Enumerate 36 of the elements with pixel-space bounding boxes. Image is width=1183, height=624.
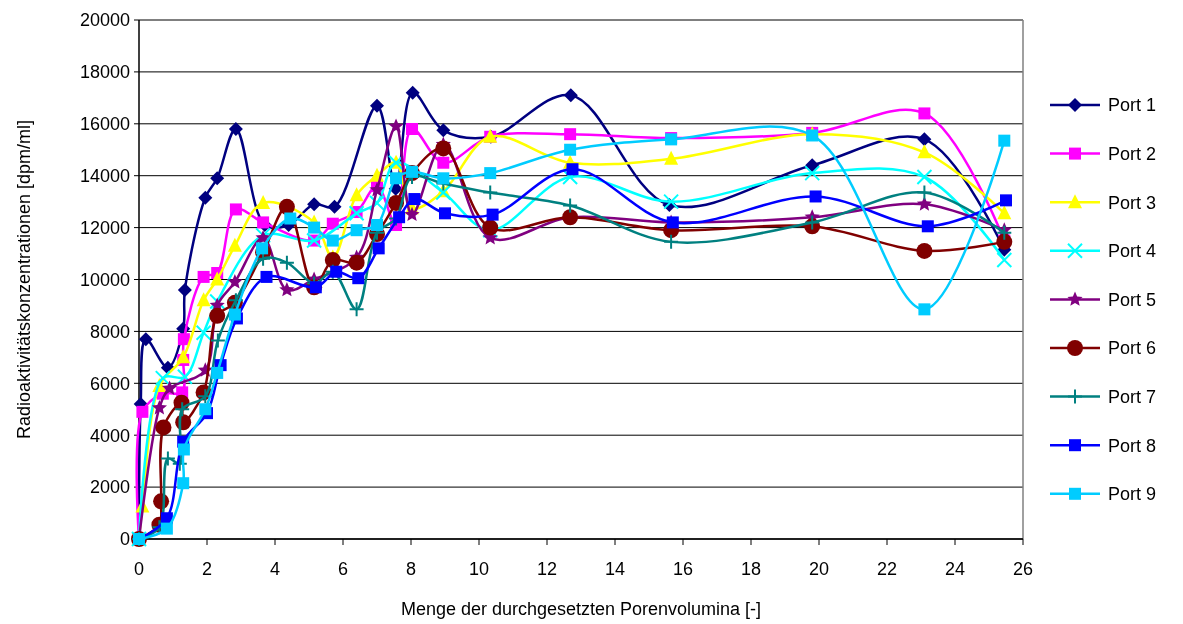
legend-label: Port 5 [1108, 289, 1157, 310]
x-tick-label: 12 [536, 559, 558, 579]
y-tick-label: 8000 [89, 321, 130, 342]
x-tick-label: 16 [672, 559, 694, 579]
legend-label: Port 8 [1108, 435, 1157, 456]
y-tick-label: 18000 [79, 62, 130, 83]
y-tick-label: 12000 [79, 217, 130, 238]
legend-label: Port 7 [1108, 386, 1157, 407]
y-tick-label: 2000 [89, 477, 130, 498]
x-tick-label: 2 [201, 559, 213, 579]
legend-label: Port 6 [1108, 338, 1157, 359]
y-tick-label: 20000 [79, 10, 130, 31]
x-tick-label: 22 [876, 559, 898, 579]
x-tick-label: 6 [337, 559, 349, 579]
x-tick-label: 24 [944, 559, 966, 579]
y-tick-label: 6000 [89, 373, 130, 394]
y-tick-label: 14000 [79, 166, 130, 186]
legend-label: Port 4 [1108, 241, 1157, 262]
legend-label: Port 3 [1108, 192, 1157, 213]
x-tick-label: 10 [468, 559, 490, 579]
x-tick-label: 8 [405, 559, 417, 579]
x-tick-label: 0 [133, 559, 145, 579]
y-tick-label: 4000 [89, 425, 130, 446]
legend-label: Port 9 [1108, 484, 1157, 505]
x-tick-label: 26 [1012, 559, 1034, 579]
x-tick-label: 20 [808, 559, 830, 579]
legend-label: Port 1 [1108, 95, 1157, 116]
y-tick-label: 0 [119, 529, 130, 550]
legend-label: Port 2 [1108, 143, 1157, 164]
x-tick-label: 14 [604, 559, 626, 579]
x-tick-label: 18 [740, 559, 762, 579]
y-tick-label: 10000 [79, 269, 130, 290]
y-axis-title: Radioaktivitätskonzentrationen [dpm/ml] [14, 119, 34, 440]
y-tick-label: 16000 [79, 114, 130, 135]
x-tick-label: 4 [269, 559, 281, 579]
x-axis-title: Menge der durchgesetzten Porenvolumina [-] [400, 599, 762, 619]
